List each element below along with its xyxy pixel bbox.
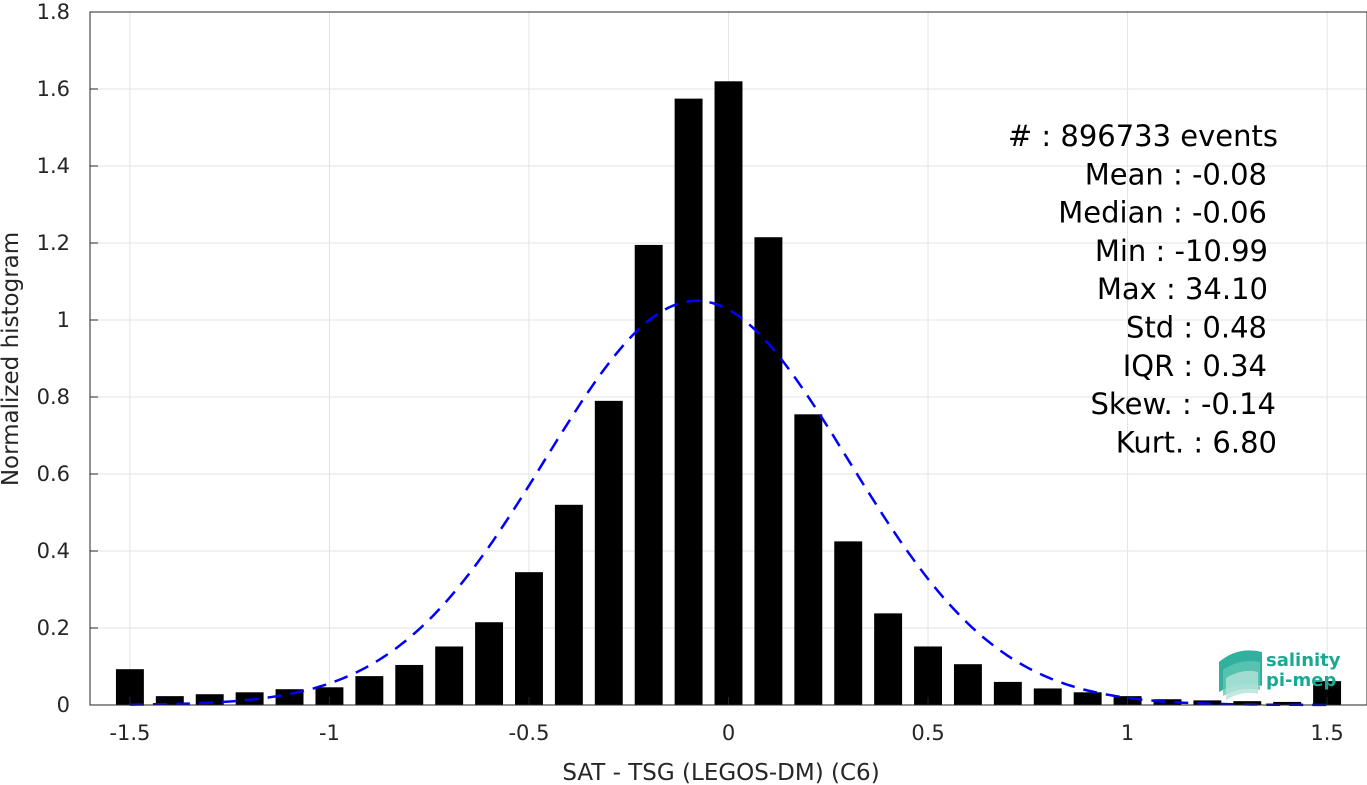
stat-line: Median : -0.06 [1058,196,1267,230]
histogram-bar [674,98,703,705]
y-axis-label: Normalized histogram [0,232,24,486]
histogram-bar [1033,688,1062,705]
histogram-bar [874,613,903,705]
x-tick-label: -0.5 [508,721,549,745]
x-tick-label: 1.5 [1310,721,1343,745]
histogram-bar [714,81,743,706]
stat-line: IQR : 0.34 [1123,349,1267,383]
histogram-bar [834,541,863,705]
histogram-bar [554,504,583,705]
y-tick-label: 0.4 [37,539,70,563]
histogram-bars [115,81,1342,706]
histogram-bar [993,681,1022,705]
histogram-bar [794,414,823,705]
stat-line: # : 896733 events [1008,119,1278,153]
y-tick-label: 1.8 [37,0,70,24]
histogram-bar [515,572,543,705]
y-tick-label: 0.8 [37,385,70,409]
histogram-bar [1073,692,1102,705]
statistics-annotation: # : 896733 events Mean : -0.08 Median : -0… [1008,119,1278,459]
histogram-bar [754,237,783,705]
histogram-bar [1273,701,1302,705]
histogram-bar [355,676,384,705]
stat-line: Max : 34.10 [1097,272,1268,306]
logo-text-salinity: salinity [1266,650,1341,671]
histogram-bar [953,664,982,705]
stat-line: Kurt. : 6.80 [1116,425,1277,459]
stat-line: Std : 0.48 [1126,311,1267,345]
x-tick-label: 0.5 [911,721,944,745]
histogram-bar [315,687,344,705]
histogram-bar [1313,681,1342,705]
histogram-bar [195,694,224,705]
y-tick-label: 1.6 [37,77,70,101]
stat-line: Min : -10.99 [1095,234,1268,268]
y-tick-label: 0.6 [37,462,70,486]
salinity-pi-mep-logo: salinity pi-mep [1219,650,1341,700]
y-tick-label: 0.2 [37,616,70,640]
histogram-bar [914,646,942,705]
y-axis-ticks: 0 0.2 0.4 0.6 0.8 1 1.2 1.4 1.6 1.8 [37,0,98,717]
histogram-bar [435,646,464,705]
x-tick-label: 0 [722,721,735,745]
logo-text-pi-mep: pi-mep [1266,670,1336,691]
histogram-bar [155,696,184,705]
histogram-bar [395,664,424,705]
logo-wave-icon [1219,650,1262,700]
histogram-bar [1233,701,1262,705]
histogram-bar [634,244,663,706]
histogram-bar [594,400,623,705]
y-tick-label: 1.2 [37,231,70,255]
histogram-bar [1153,699,1182,705]
y-tick-label: 1 [57,308,70,332]
x-tick-label: -1 [319,721,340,745]
x-tick-label: -1.5 [109,721,150,745]
x-axis-ticks: -1.5 -1 -0.5 0 0.5 1 1.5 [109,697,1344,745]
histogram-bar [475,622,504,705]
x-tick-label: 1 [1121,721,1134,745]
stat-line: Mean : -0.08 [1085,157,1267,191]
stat-line: Skew. : -0.14 [1090,387,1276,421]
y-tick-label: 1.4 [37,154,70,178]
x-axis-label: SAT - TSG (LEGOS-DM) (C6) [562,760,879,785]
y-tick-label: 0 [57,693,70,717]
